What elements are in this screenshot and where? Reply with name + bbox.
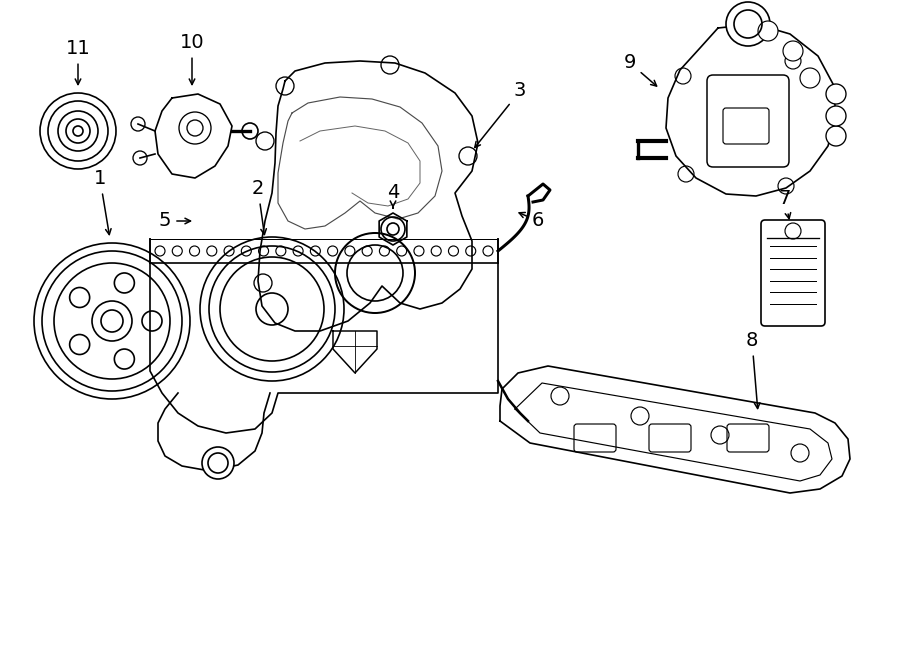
FancyBboxPatch shape [761,220,825,326]
Text: 8: 8 [746,332,760,408]
Circle shape [826,84,846,104]
Polygon shape [258,61,478,331]
Text: 2: 2 [252,180,266,235]
Polygon shape [150,239,498,263]
Circle shape [826,126,846,146]
Polygon shape [158,393,270,471]
Circle shape [726,2,770,46]
Text: 7: 7 [778,190,791,219]
Text: 9: 9 [624,54,657,86]
Text: 4: 4 [387,184,400,208]
Circle shape [826,106,846,126]
Text: 6: 6 [519,212,544,231]
Polygon shape [666,24,836,196]
Text: 5: 5 [158,212,191,231]
Text: 3: 3 [475,81,526,147]
Text: 1: 1 [94,169,111,235]
Text: 10: 10 [180,34,204,85]
Circle shape [758,21,778,41]
Polygon shape [150,239,498,433]
Text: 11: 11 [66,40,90,85]
Circle shape [800,68,820,88]
Circle shape [783,41,803,61]
Circle shape [202,447,234,479]
Polygon shape [500,366,850,493]
